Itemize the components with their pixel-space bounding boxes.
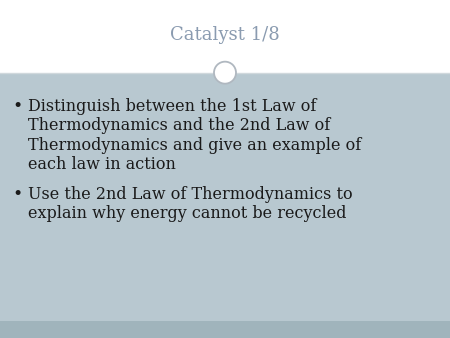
Text: Thermodynamics and give an example of: Thermodynamics and give an example of	[28, 137, 361, 154]
Text: •: •	[12, 98, 22, 115]
Text: Distinguish between the 1st Law of: Distinguish between the 1st Law of	[28, 98, 316, 115]
Bar	[0, 0, 450, 73]
Text: Catalyst 1/8: Catalyst 1/8	[170, 26, 280, 44]
Text: Thermodynamics and the 2nd Law of: Thermodynamics and the 2nd Law of	[28, 117, 330, 134]
Text: explain why energy cannot be recycled: explain why energy cannot be recycled	[28, 205, 346, 222]
Text: each law in action: each law in action	[28, 156, 176, 173]
Text: •: •	[12, 186, 22, 203]
Circle shape	[214, 62, 236, 84]
Bar	[0, 321, 450, 338]
Text: Use the 2nd Law of Thermodynamics to: Use the 2nd Law of Thermodynamics to	[28, 186, 353, 203]
